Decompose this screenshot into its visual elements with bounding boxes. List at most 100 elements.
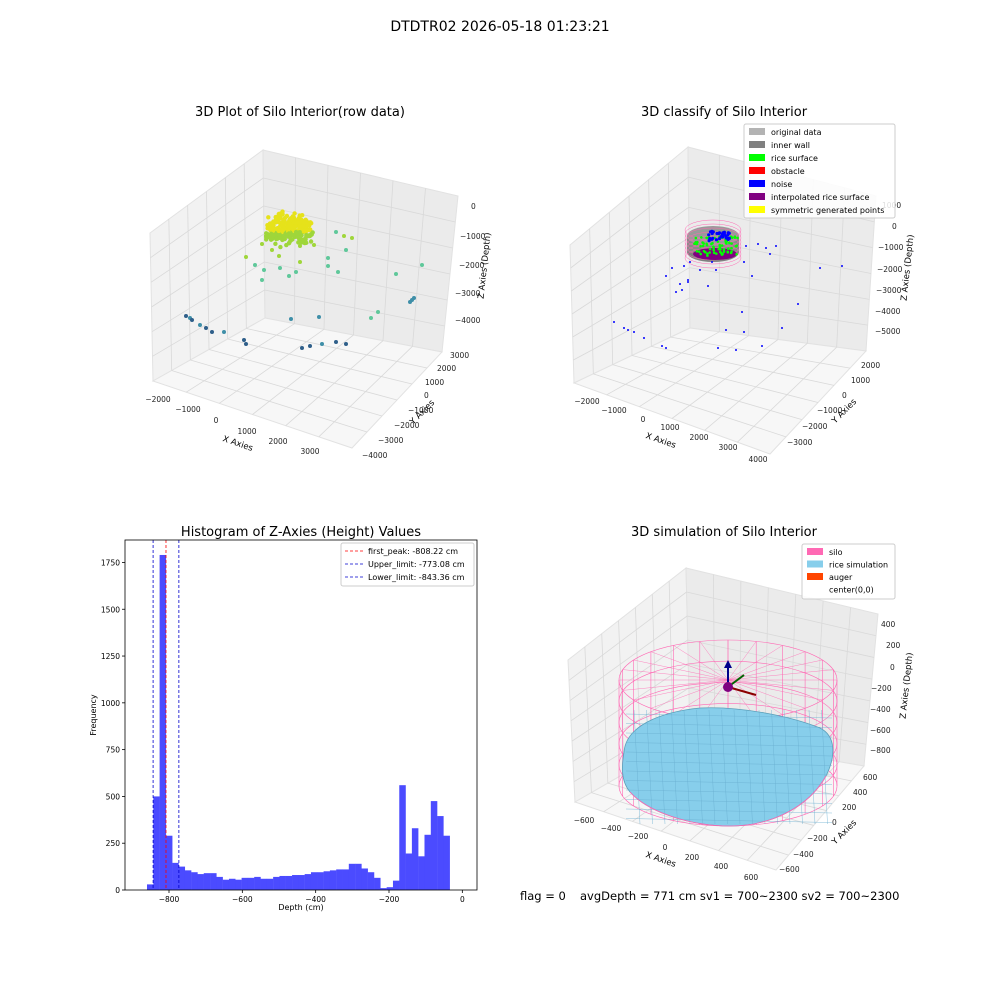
legend-label: silo xyxy=(829,548,843,557)
data-point xyxy=(303,235,308,241)
histogram-axes-frame xyxy=(124,539,478,891)
surface-mesh-line xyxy=(625,723,833,728)
noise-point xyxy=(725,329,727,331)
center-marker xyxy=(723,682,733,692)
gridline xyxy=(246,328,428,369)
legend-swatch xyxy=(749,154,765,161)
y-tick-label: 1500 xyxy=(101,605,120,614)
panel-raw-3d: 3D Plot of Silo Interior(row data) −2000… xyxy=(145,105,493,460)
histogram-bar xyxy=(197,874,204,890)
rice-surface-point xyxy=(722,248,726,251)
y-tick-label: −600 xyxy=(779,865,800,874)
histogram-bar xyxy=(203,873,211,890)
noise-point xyxy=(769,253,771,255)
panel-simulation-3d: 3D simulation of Silo Interior −600 −400… xyxy=(567,525,915,882)
gridline xyxy=(570,639,688,722)
data-point xyxy=(280,209,285,214)
noise-point xyxy=(710,231,714,236)
histogram-bar xyxy=(348,863,356,890)
rice-surface-point xyxy=(730,246,733,250)
gridline xyxy=(152,289,265,357)
rice-surface-point xyxy=(715,252,718,255)
data-point xyxy=(282,236,287,241)
legend-label: rice surface xyxy=(771,154,818,163)
z-tick-label: −400 xyxy=(870,705,891,714)
y-tick-label: −4000 xyxy=(362,451,388,460)
data-point xyxy=(274,236,279,242)
y-tick-label: 1750 xyxy=(101,558,120,567)
noise-point xyxy=(661,345,663,347)
legend-label: obstacle xyxy=(771,167,805,176)
rice-surface-point xyxy=(696,240,699,244)
rice-surface-point xyxy=(712,251,716,254)
x-tick-label: −2000 xyxy=(145,395,171,404)
data-point xyxy=(210,330,214,334)
legend-box xyxy=(743,123,896,219)
noise-point xyxy=(743,331,745,333)
surface-mesh-line xyxy=(658,709,666,825)
histogram-y-axis-label: Frequency xyxy=(89,694,98,736)
rice-surface-point xyxy=(729,251,733,255)
gridline xyxy=(686,591,877,637)
data-point xyxy=(288,216,293,221)
data-point xyxy=(298,244,302,248)
noise-point xyxy=(841,265,843,267)
noise-point xyxy=(675,291,677,293)
noise-point xyxy=(781,327,783,329)
gridline xyxy=(568,591,687,681)
x-tick-label: 2000 xyxy=(268,437,287,446)
noise-point xyxy=(727,231,731,235)
legend-label: symmetric generated points xyxy=(771,206,884,215)
z-tick-label: 0 xyxy=(471,202,476,211)
x-tick-label: −800 xyxy=(159,895,180,904)
y-tick-label: 0 xyxy=(842,391,847,400)
data-point xyxy=(278,266,282,270)
data-point xyxy=(222,330,226,334)
x-axis-label: X Axies xyxy=(644,431,677,451)
noise-point xyxy=(665,275,667,277)
data-point xyxy=(307,233,313,239)
data-point xyxy=(310,230,315,235)
data-point xyxy=(308,220,313,225)
noise-point xyxy=(711,261,713,263)
panel-histogram: Histogram of Z-Axies (Height) Values −80… xyxy=(89,525,478,912)
data-point xyxy=(308,239,314,244)
rice-surface-point xyxy=(726,251,730,254)
rice-surface-point xyxy=(708,247,712,251)
noise-point xyxy=(665,347,667,349)
rice-surface-point xyxy=(699,244,702,248)
surface-mesh-line xyxy=(633,709,641,825)
data-point xyxy=(273,241,278,246)
data-point xyxy=(271,226,276,232)
data-point xyxy=(242,338,246,342)
histogram-bar xyxy=(266,878,274,890)
rice-surface-point xyxy=(710,242,713,246)
gridline xyxy=(838,607,851,762)
z-tick-label: −200 xyxy=(871,684,892,693)
data-point xyxy=(253,263,257,267)
silo-wire xyxy=(633,659,729,681)
x-tick-label: −200 xyxy=(379,895,400,904)
histogram-bar xyxy=(147,884,154,890)
data-point xyxy=(277,216,282,221)
rice-surface-point xyxy=(704,250,707,254)
noise-point xyxy=(643,337,645,339)
rice-surface-point xyxy=(712,248,715,252)
rice-surface-point xyxy=(701,244,705,248)
noise-point xyxy=(819,267,821,269)
x-tick-label: 0 xyxy=(663,843,668,852)
y-tick-label: −1000 xyxy=(408,406,434,415)
legend-label: rice simulation xyxy=(829,561,888,570)
rice-surface-point xyxy=(724,241,728,244)
histogram-bar xyxy=(304,874,312,890)
histogram-bar xyxy=(310,872,318,890)
data-point xyxy=(302,220,307,225)
rice-surface-point xyxy=(728,241,731,245)
surface-mesh-line xyxy=(758,709,766,825)
histogram-bar xyxy=(184,870,192,890)
data-point xyxy=(296,240,301,245)
noise-point xyxy=(757,243,759,245)
data-point xyxy=(278,244,283,250)
x-tick-label: 200 xyxy=(685,853,700,862)
legend-label: Upper_limit: -773.08 cm xyxy=(368,560,465,569)
